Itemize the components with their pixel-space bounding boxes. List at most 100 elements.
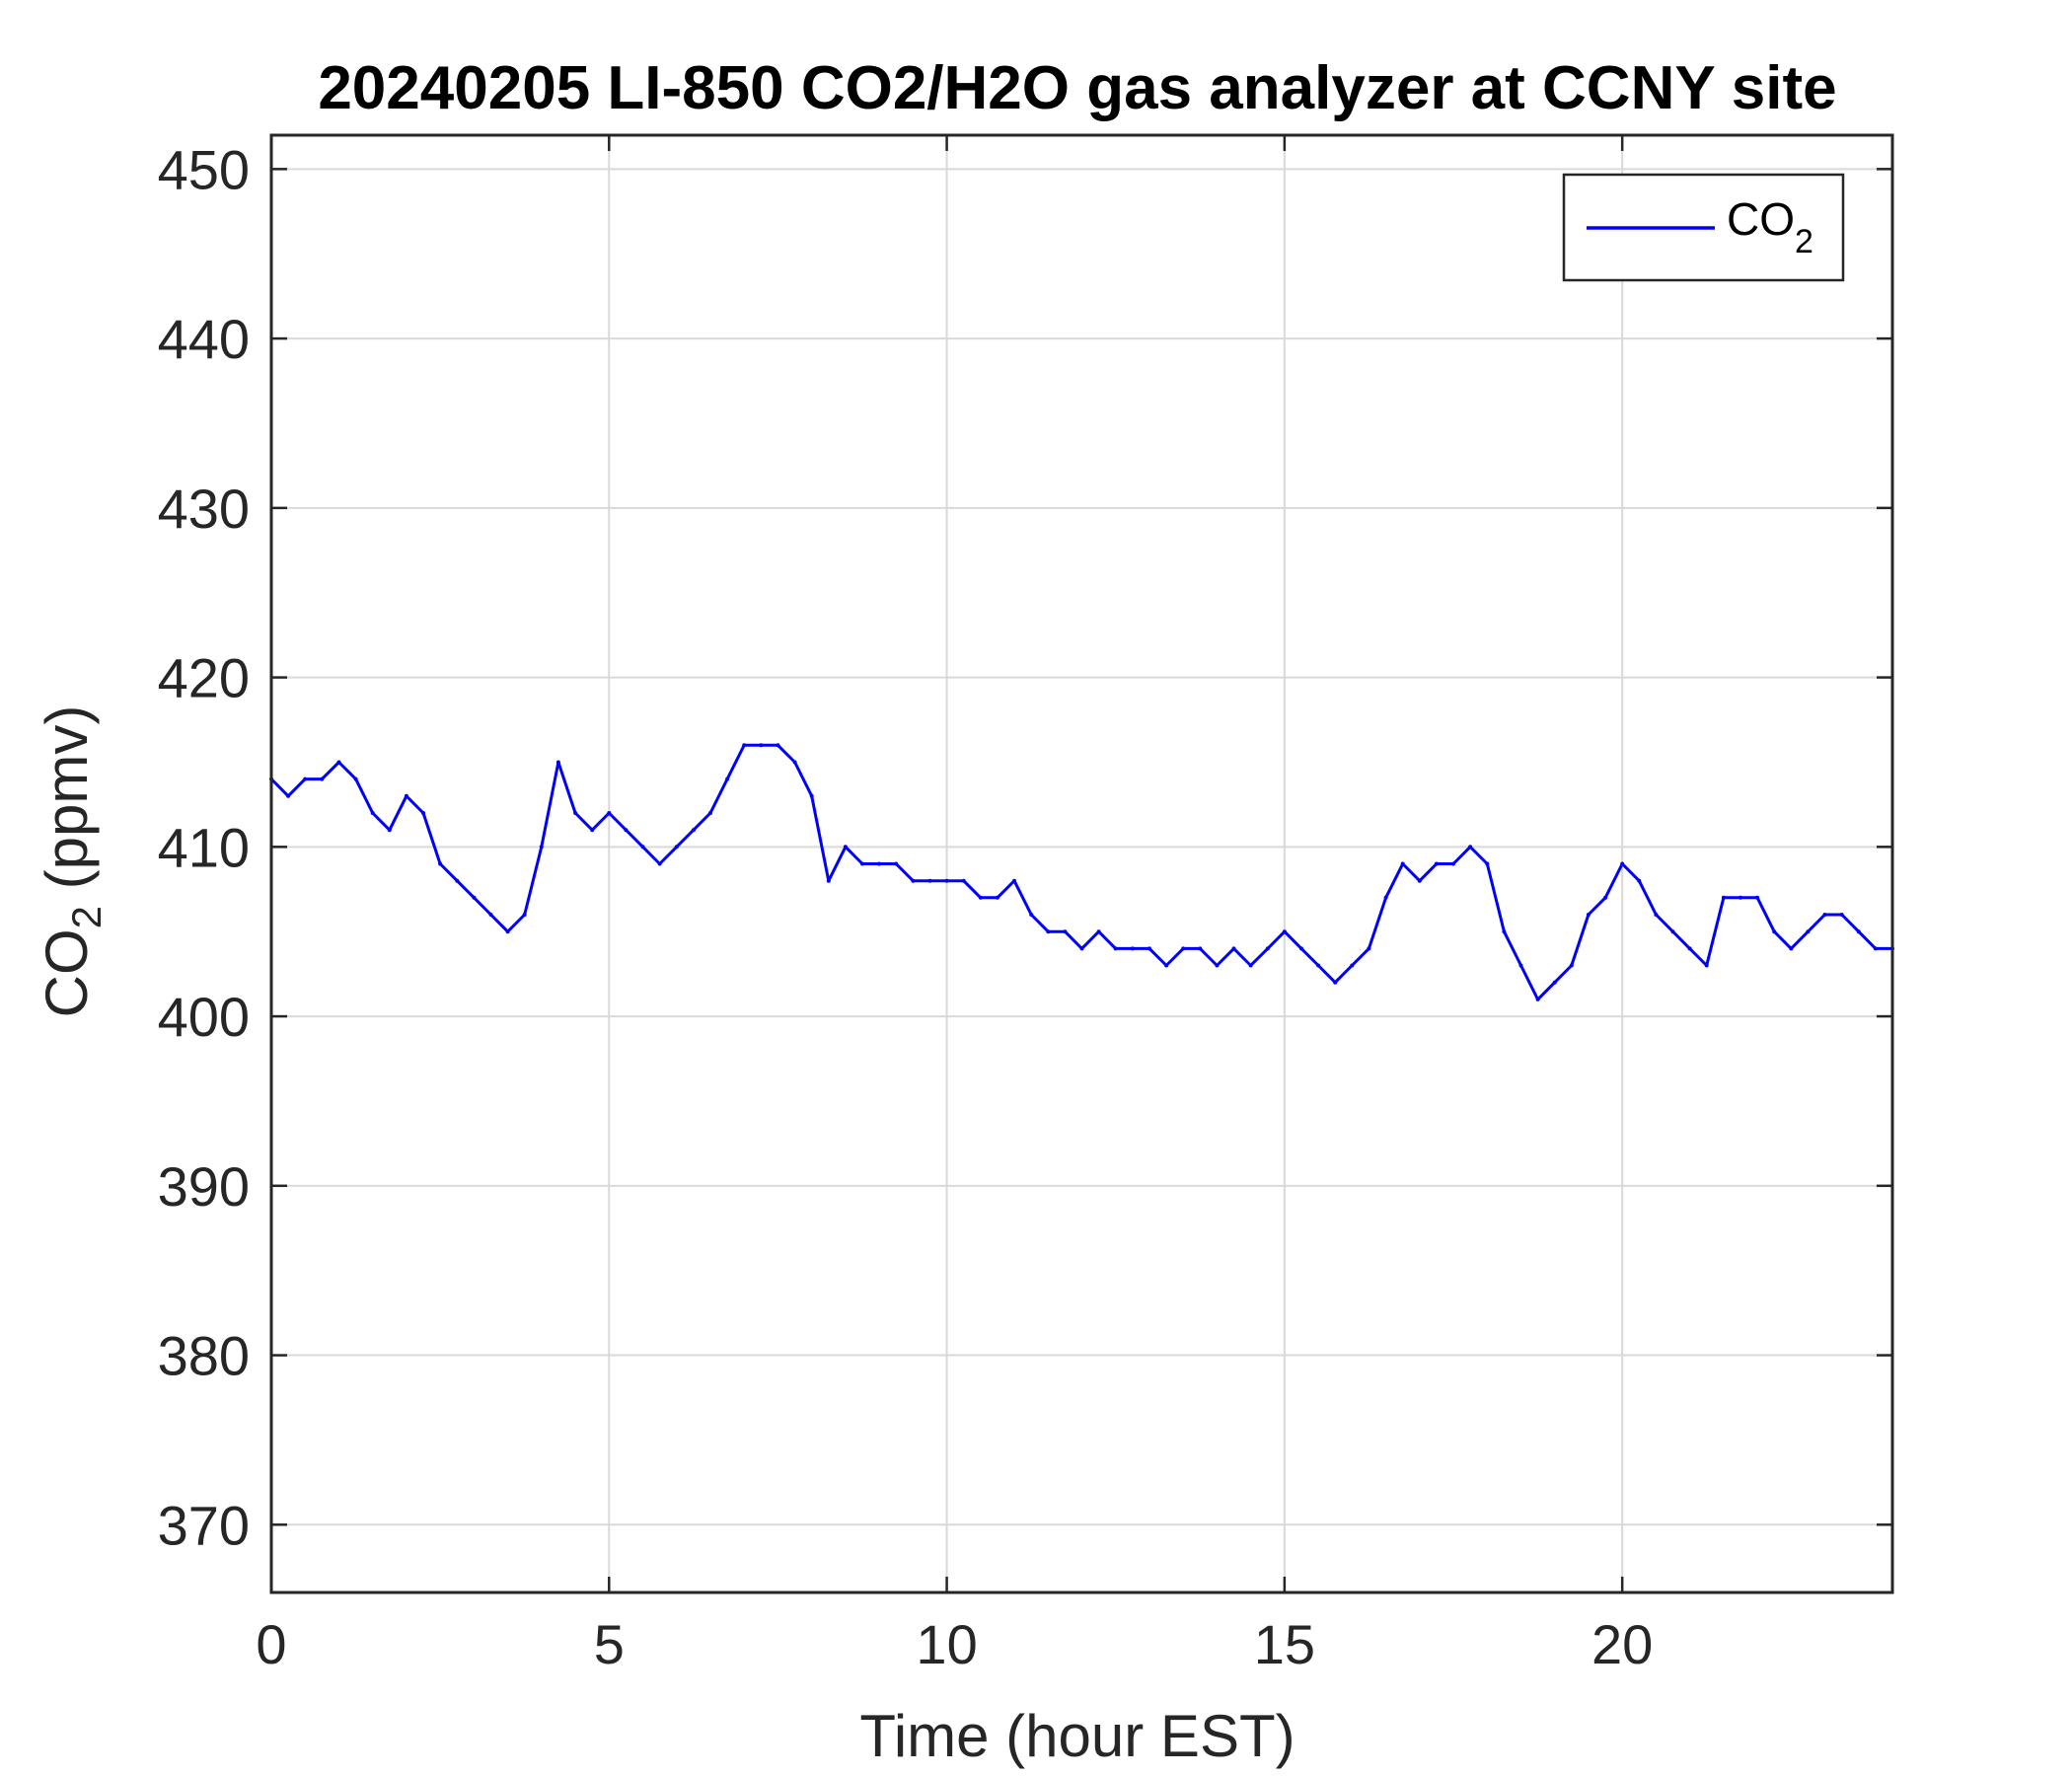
co2-data-point [1316, 963, 1321, 968]
co2-data-point [1485, 861, 1490, 866]
co2-data-point [573, 811, 578, 815]
y-tick-label: 400 [158, 986, 250, 1048]
co2-data-point [1198, 946, 1203, 951]
co2-data-point [1687, 946, 1692, 951]
y-tick-label: 380 [158, 1325, 250, 1387]
co2-data-point [640, 845, 645, 850]
co2-data-point [742, 743, 747, 748]
co2-data-point [877, 861, 882, 866]
co2-data-point [1535, 997, 1540, 1001]
legend-label-subscript: 2 [1795, 223, 1813, 260]
co2-data-point [809, 793, 814, 798]
co2-data-point [1654, 913, 1659, 917]
co2-data-point [1603, 895, 1608, 900]
grid-lines [270, 135, 1892, 1592]
co2-data-point [590, 828, 595, 833]
co2-data-point [1147, 946, 1151, 951]
co2-data-point [1265, 946, 1270, 951]
axis-tick-labels: 0 5 10 15 20 370 380 390 400 410 420 430 440 450 [158, 138, 1654, 1675]
plot-area [271, 135, 1892, 1592]
x-tick-label: 20 [1591, 1613, 1653, 1675]
co2-data-point [404, 793, 408, 798]
co2-data-point [1721, 895, 1726, 900]
co2-data-point [657, 861, 662, 866]
co2-data-point [961, 878, 966, 883]
co2-data-point [1282, 929, 1287, 934]
co2-data-point [1350, 963, 1355, 968]
x-tick-label: 0 [256, 1613, 286, 1675]
co2-data-point [1046, 929, 1051, 934]
co2-data-point [776, 743, 780, 748]
y-axis-label-base: CO [34, 928, 100, 1017]
co2-data-point [1637, 878, 1642, 883]
co2-data-point [1552, 980, 1557, 985]
co2-data-point [1806, 929, 1811, 934]
co2-data-point [978, 895, 983, 900]
x-axis-label: Time (hour EST) [859, 1703, 1295, 1769]
co2-data-point [522, 913, 527, 917]
y-tick-label: 410 [158, 816, 250, 878]
co2-data-point [1518, 963, 1523, 968]
co2-data-point [1670, 929, 1675, 934]
co2-data-point [1451, 861, 1455, 866]
co2-data-point [826, 878, 831, 883]
co2-data-point [421, 811, 425, 815]
co2-data-point [370, 811, 375, 815]
co2-data-point [438, 861, 443, 866]
co2-data-point [1248, 963, 1253, 968]
co2-data-point [455, 878, 460, 883]
y-tick-label: 420 [158, 647, 250, 709]
co2-data-point [624, 828, 629, 833]
y-axis-label-units: (ppmv) [34, 705, 100, 906]
co2-data-point [691, 828, 696, 833]
co2-data-point [1012, 878, 1016, 883]
co2-data-point [1215, 963, 1220, 968]
co2-data-point [1620, 861, 1625, 866]
co2-data-point [995, 895, 999, 900]
legend: CO2 [1562, 173, 1845, 282]
co2-data-point [1113, 946, 1118, 951]
co2-data-point [1096, 929, 1101, 934]
y-tick-label: 390 [158, 1155, 250, 1218]
co2-data-point [555, 760, 560, 765]
co2-data-point [792, 760, 797, 765]
co2-data-point [1822, 913, 1827, 917]
co2-data-point [1586, 913, 1591, 917]
co2-data-point [708, 811, 712, 815]
legend-label: CO2 [1727, 193, 1813, 260]
co2-data-point [1704, 963, 1709, 968]
co2-data-point [539, 845, 544, 850]
co2-data-point [1079, 946, 1084, 951]
co2-data-point [1739, 895, 1742, 900]
legend-label-base: CO [1727, 193, 1795, 245]
co2-data-point [1502, 929, 1507, 934]
co2-data-point [843, 845, 848, 850]
co2-data-point [1181, 946, 1186, 951]
co2-data-point [1383, 895, 1388, 900]
co2-data-point [944, 878, 949, 883]
co2-data-point [1569, 963, 1574, 968]
x-tick-label: 15 [1254, 1613, 1315, 1675]
co2-data-point [759, 743, 764, 748]
co2-data-point [1417, 878, 1422, 883]
co2-data-point [1839, 913, 1844, 917]
co2-data-point [488, 913, 493, 917]
co2-data-point [1873, 946, 1878, 951]
co2-data-point [1856, 929, 1861, 934]
co2-data-point [1434, 861, 1439, 866]
axes-box [269, 133, 1894, 1594]
co2-data-point [1468, 845, 1473, 850]
co2-data-point [860, 861, 864, 866]
x-tick-label: 5 [594, 1613, 625, 1675]
x-tick-label: 10 [916, 1613, 977, 1675]
co2-data-point [472, 895, 477, 900]
co2-data-point [607, 811, 612, 815]
co2-data-point [336, 760, 341, 765]
co2-data-point [303, 777, 308, 781]
co2-data-point [1755, 895, 1760, 900]
co2-data-point [1333, 980, 1338, 985]
co2-data-point [894, 861, 899, 866]
y-tick-label: 370 [158, 1494, 250, 1556]
co2-data-point [1299, 946, 1303, 951]
